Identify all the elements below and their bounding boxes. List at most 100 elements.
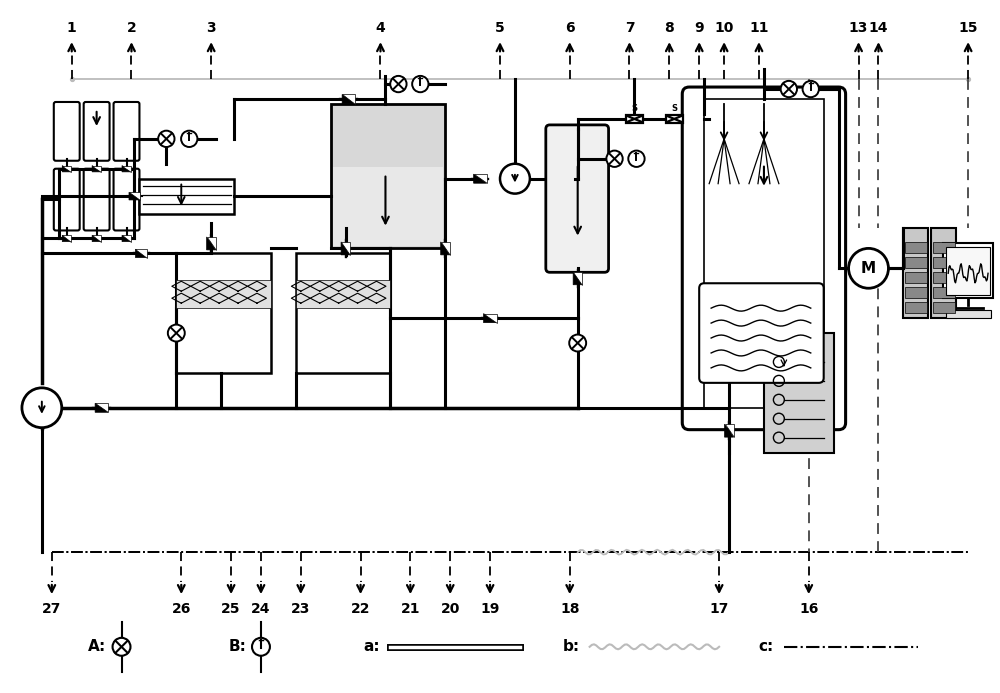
Bar [946,247,990,295]
Text: 19: 19 [480,602,500,616]
Circle shape [849,248,888,288]
FancyBboxPatch shape [699,283,824,383]
Polygon shape [341,242,350,255]
Circle shape [252,638,270,656]
Bar [933,257,955,268]
Circle shape [781,81,797,97]
Text: c:: c: [759,639,774,654]
Text: 6: 6 [565,21,575,35]
Text: 15: 15 [958,21,978,35]
Bar [943,243,993,298]
Text: 18: 18 [560,602,579,616]
Text: 22: 22 [351,602,370,616]
FancyBboxPatch shape [84,102,110,161]
Bar [933,302,955,313]
Polygon shape [342,94,355,103]
Polygon shape [122,166,131,172]
Bar [905,287,927,298]
Polygon shape [135,249,147,258]
Polygon shape [207,237,216,250]
Polygon shape [573,272,582,285]
Circle shape [628,150,645,167]
Bar [139,179,234,213]
Circle shape [569,335,586,351]
Text: 23: 23 [291,602,310,616]
Bar [666,114,683,123]
Polygon shape [129,192,140,200]
Text: M: M [861,261,876,276]
Bar [331,104,445,248]
Bar [931,229,956,318]
Text: 14: 14 [869,21,888,35]
Text: 10: 10 [714,21,734,35]
Polygon shape [484,313,497,323]
Polygon shape [342,94,355,103]
Text: 7: 7 [625,21,634,35]
Circle shape [412,76,428,92]
Bar [626,114,643,123]
Bar [903,229,928,318]
Bar [905,243,927,254]
Circle shape [181,131,197,147]
Text: 13: 13 [849,21,868,35]
Circle shape [158,131,175,147]
Polygon shape [207,237,216,250]
Bar [933,243,955,254]
Polygon shape [441,242,450,255]
Circle shape [606,150,623,167]
Polygon shape [92,166,101,172]
Text: 9: 9 [694,21,704,35]
Text: S: S [631,105,637,114]
Text: A:: A: [88,639,107,654]
Text: 11: 11 [749,21,769,35]
Text: 2: 2 [127,21,136,35]
Polygon shape [441,242,450,255]
Polygon shape [573,272,582,285]
Text: b:: b: [563,639,580,654]
Text: 25: 25 [221,602,241,616]
Polygon shape [62,166,71,172]
Bar [905,302,927,313]
FancyBboxPatch shape [84,168,110,231]
Polygon shape [92,166,101,172]
Polygon shape [62,236,71,242]
Polygon shape [725,424,734,437]
FancyBboxPatch shape [682,87,846,430]
Bar [933,272,955,283]
Polygon shape [62,166,71,172]
Polygon shape [474,174,487,183]
Text: 8: 8 [664,21,674,35]
Text: 27: 27 [42,602,61,616]
Polygon shape [484,313,497,323]
FancyBboxPatch shape [114,168,139,231]
Bar [296,280,390,308]
Bar [764,333,834,453]
Polygon shape [62,236,71,242]
Bar [905,272,927,283]
Bar [933,287,955,298]
Circle shape [500,164,530,193]
Polygon shape [122,236,131,242]
Circle shape [803,81,819,97]
Polygon shape [341,242,350,255]
Polygon shape [92,236,101,242]
Text: 21: 21 [401,602,420,616]
Bar [176,254,271,373]
Polygon shape [474,174,487,183]
Text: 24: 24 [251,602,271,616]
Bar [333,167,443,247]
Text: 3: 3 [206,21,216,35]
Text: 1: 1 [67,21,77,35]
Polygon shape [95,403,108,412]
Polygon shape [725,424,734,437]
Bar [176,280,271,308]
FancyBboxPatch shape [114,102,139,161]
Circle shape [168,324,185,342]
Bar [296,254,390,373]
Text: 5: 5 [495,21,505,35]
Polygon shape [129,192,140,200]
Circle shape [22,388,62,428]
FancyBboxPatch shape [54,168,80,231]
Bar [946,310,991,318]
Text: a:: a: [364,639,380,654]
